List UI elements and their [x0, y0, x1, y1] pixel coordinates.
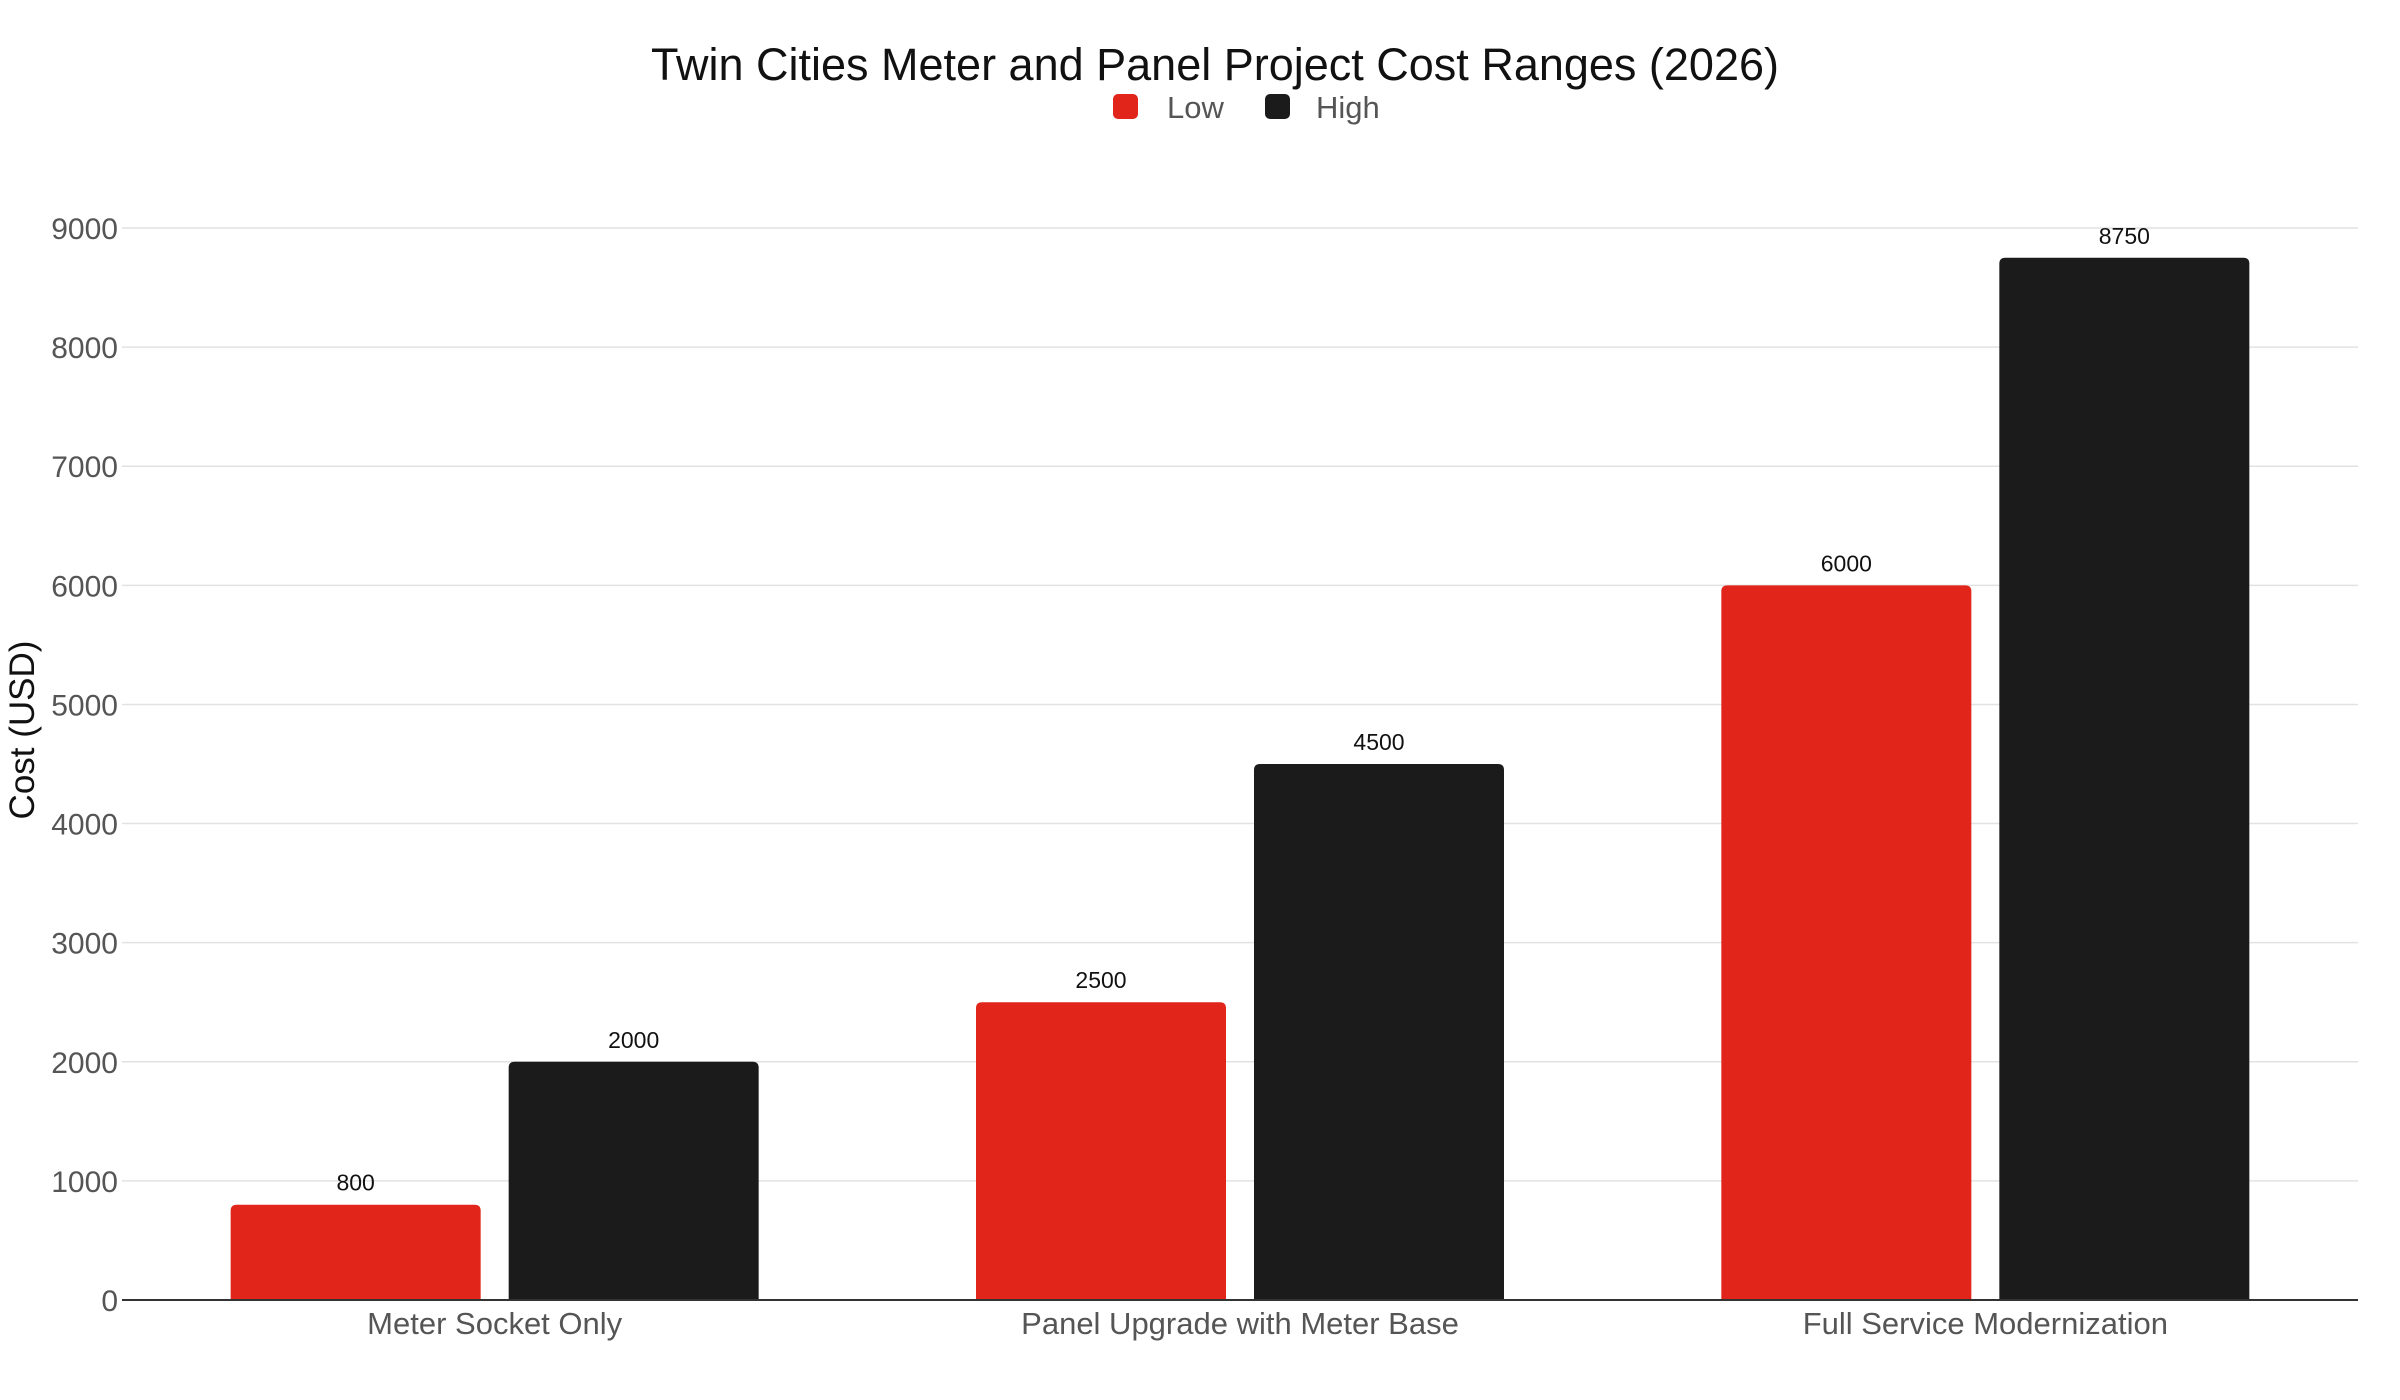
legend-swatch [1113, 94, 1138, 119]
data-label-low: 2500 [1075, 967, 1126, 993]
data-label-high: 2000 [608, 1027, 659, 1053]
bar-low-1 [230, 1204, 481, 1300]
x-tick-label: Full Service Modernization [1803, 1306, 2168, 1341]
y-axis-ticks: 0 1000 2000 3000 4000 5000 6000 7000 8000 9000 [51, 213, 118, 1318]
data-label-low: 6000 [1821, 550, 1872, 576]
bar-low-2 [976, 1002, 1226, 1300]
chart-title: Twin Cities Meter and Panel Project Cost… [651, 39, 1779, 90]
y-axis-label: Cost (USD) [3, 641, 42, 820]
bar-high-3 [1999, 257, 2250, 1300]
data-label-low: 800 [336, 1170, 374, 1196]
y-tick-label: 1000 [51, 1166, 118, 1199]
legend-label: High [1316, 90, 1380, 125]
x-tick-label: Meter Socket Only [367, 1306, 622, 1341]
legend-item-high[interactable]: High [1265, 90, 1380, 125]
y-tick-label: 4000 [51, 809, 118, 842]
gridlines [122, 227, 2358, 1182]
data-labels: 800 2000 2500 4500 6000 8750 [336, 223, 2149, 1196]
y-tick-label: 8000 [51, 332, 118, 365]
bars [230, 257, 2250, 1300]
bar-high-1 [508, 1061, 759, 1300]
y-tick-label: 3000 [51, 928, 118, 961]
y-tick-label: 2000 [51, 1047, 118, 1080]
x-axis-ticks: Meter Socket Only Panel Upgrade with Mete… [367, 1306, 2168, 1341]
legend: Low High [1113, 90, 1380, 125]
data-label-high: 8750 [2099, 223, 2150, 249]
bar-low-3 [1721, 585, 1972, 1300]
bar-high-2 [1254, 764, 1504, 1300]
y-tick-label: 9000 [51, 213, 118, 246]
y-tick-label: 0 [101, 1285, 118, 1318]
legend-item-low[interactable]: Low [1113, 90, 1224, 125]
legend-swatch [1265, 94, 1290, 119]
y-tick-label: 7000 [51, 451, 118, 484]
y-tick-label: 6000 [51, 570, 118, 603]
legend-label: Low [1167, 90, 1224, 125]
y-tick-label: 5000 [51, 689, 118, 722]
data-label-high: 4500 [1353, 729, 1404, 755]
x-tick-label: Panel Upgrade with Meter Base [1021, 1306, 1459, 1341]
